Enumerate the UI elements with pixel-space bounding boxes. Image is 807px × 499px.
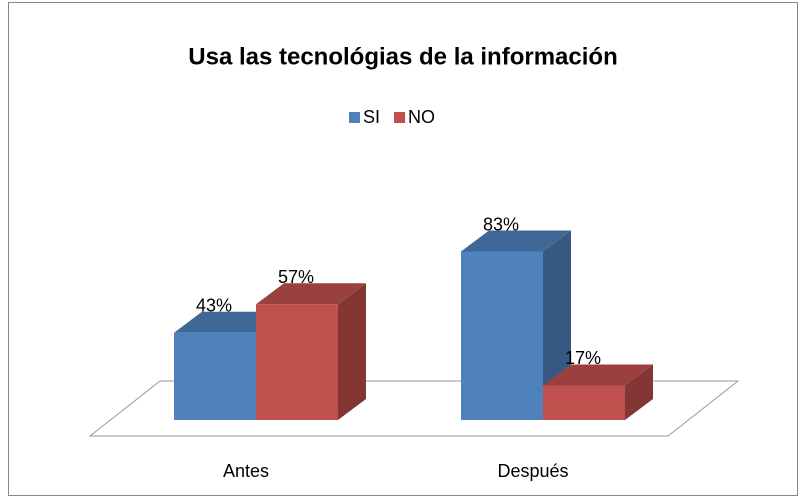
bar-front bbox=[174, 332, 256, 420]
data-label: 17% bbox=[565, 348, 601, 368]
bar-top bbox=[543, 364, 653, 386]
data-label: 57% bbox=[278, 267, 314, 287]
bar-front bbox=[543, 385, 625, 420]
data-label: 83% bbox=[483, 214, 519, 234]
chart-title: Usa las tecnológias de la información bbox=[188, 43, 617, 70]
legend-swatch bbox=[349, 112, 360, 123]
bar-side bbox=[625, 364, 653, 420]
bar-top bbox=[256, 283, 366, 305]
x-tick-label: Después bbox=[497, 461, 568, 481]
bar bbox=[256, 283, 366, 420]
legend-label: SI bbox=[363, 107, 380, 127]
legend-label: NO bbox=[408, 107, 435, 127]
bar-side bbox=[338, 283, 366, 420]
bar-front bbox=[256, 304, 338, 420]
data-label: 43% bbox=[196, 295, 232, 315]
bar-top bbox=[461, 230, 571, 252]
bar bbox=[543, 364, 653, 420]
legend-swatch bbox=[394, 112, 406, 123]
x-tick-label: Antes bbox=[223, 461, 269, 481]
bar-front bbox=[461, 251, 543, 420]
